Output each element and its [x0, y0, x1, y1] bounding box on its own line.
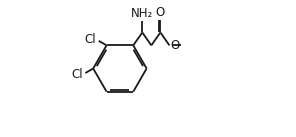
Text: NH₂: NH₂ [131, 7, 153, 20]
Text: O: O [170, 39, 179, 52]
Text: Cl: Cl [85, 33, 96, 46]
Text: O: O [156, 6, 165, 19]
Text: Cl: Cl [71, 68, 83, 81]
